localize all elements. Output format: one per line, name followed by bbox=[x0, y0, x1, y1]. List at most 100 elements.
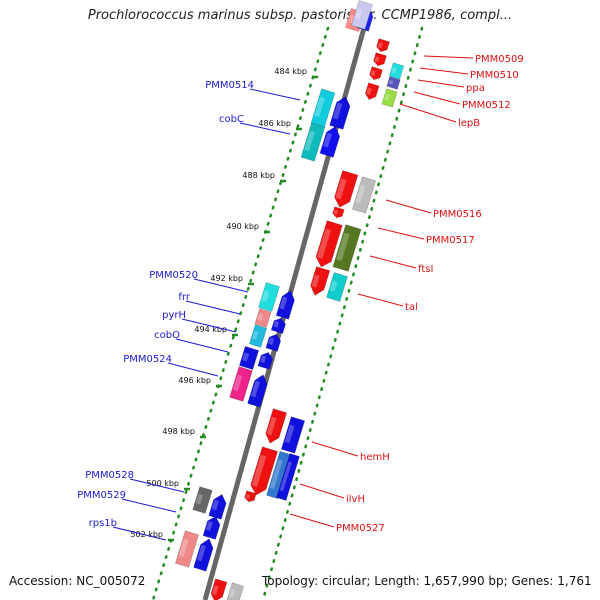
gene-block bbox=[300, 122, 326, 162]
gene-block bbox=[386, 76, 401, 90]
gene-block bbox=[247, 374, 268, 408]
gene-block bbox=[254, 308, 272, 328]
scale-tick-label: 484 kbp bbox=[274, 67, 307, 76]
gene-block bbox=[174, 530, 200, 568]
scale-tick-label: 498 kbp bbox=[162, 427, 195, 436]
right-gene-label: PMM0516 bbox=[433, 209, 482, 220]
scale-tick-label: 488 kbp bbox=[242, 171, 275, 180]
scale-tick-label: 490 kbp bbox=[226, 222, 259, 231]
gene-block bbox=[276, 453, 300, 501]
gene-block bbox=[202, 516, 221, 540]
left-label-leader bbox=[185, 300, 241, 315]
left-label-leader bbox=[249, 88, 301, 101]
gene-block bbox=[239, 346, 259, 370]
right-label-leader bbox=[385, 199, 432, 214]
right-gene-label: PMM0512 bbox=[462, 100, 511, 111]
right-gene-label: PMM0510 bbox=[470, 70, 519, 81]
left-label-leader bbox=[239, 122, 291, 135]
right-gene-label: ppa bbox=[466, 83, 485, 94]
scale-tick-label: 494 kbp bbox=[194, 325, 227, 334]
gene-block bbox=[257, 351, 274, 370]
left-label-leader bbox=[167, 362, 219, 377]
gene-block bbox=[244, 490, 257, 503]
right-label-leader bbox=[299, 483, 345, 499]
scale-tick-label: 496 kbp bbox=[178, 376, 211, 385]
left-gene-label: frr bbox=[178, 292, 190, 303]
gene-block bbox=[248, 324, 268, 348]
left-label-leader bbox=[129, 478, 185, 493]
scale-tick-label: 492 kbp bbox=[210, 274, 243, 283]
gene-block bbox=[334, 170, 359, 208]
scale-tick-label: 502 kbp bbox=[130, 530, 163, 539]
left-gene-label: rps1b bbox=[89, 518, 117, 529]
left-gene-label: PMM0528 bbox=[85, 470, 134, 481]
right-label-leader bbox=[413, 91, 461, 105]
gene-block bbox=[329, 96, 351, 130]
gene-block bbox=[258, 282, 280, 312]
left-label-leader bbox=[193, 278, 249, 293]
gene-block bbox=[369, 66, 383, 81]
right-label-leader bbox=[369, 255, 417, 269]
right-gene-label: PMM0517 bbox=[426, 235, 475, 246]
right-gene-label: lepB bbox=[458, 118, 480, 129]
genome-summary-text: Topology: circular; Length: 1,657,990 bp… bbox=[262, 574, 592, 588]
gene-block bbox=[208, 494, 227, 520]
right-gene-label: ftsI bbox=[418, 264, 433, 275]
left-gene-label: PMM0524 bbox=[123, 354, 172, 365]
right-gene-label: PMM0527 bbox=[336, 523, 385, 534]
left-gene-label: pyrH bbox=[162, 310, 186, 321]
gene-block bbox=[265, 408, 288, 444]
gene-block bbox=[332, 206, 345, 219]
left-label-leader bbox=[121, 498, 177, 513]
gene-block bbox=[381, 88, 398, 108]
gene-block bbox=[193, 538, 214, 572]
right-label-leader bbox=[377, 227, 425, 240]
genome-title: Prochlorococcus marinus subsp. pastoris … bbox=[87, 8, 513, 23]
gene-block bbox=[280, 416, 306, 454]
right-gene-label: hemH bbox=[360, 452, 390, 463]
right-label-leader bbox=[399, 103, 457, 123]
left-gene-label: cobC bbox=[219, 114, 244, 125]
gene-block bbox=[319, 126, 341, 158]
gene-block bbox=[225, 582, 245, 600]
gene-block bbox=[275, 290, 295, 320]
left-label-leader bbox=[181, 318, 237, 333]
gene-block bbox=[270, 317, 286, 334]
right-label-leader bbox=[311, 441, 359, 457]
gene-block bbox=[310, 266, 331, 296]
gene-block bbox=[326, 272, 348, 302]
scale-dotted-line bbox=[261, 26, 424, 600]
right-label-leader bbox=[357, 293, 404, 307]
scale-tick-label: 500 kbp bbox=[146, 479, 179, 488]
left-label-leader bbox=[112, 526, 167, 541]
scale-tick-label: 486 kbp bbox=[258, 119, 291, 128]
right-label-leader bbox=[419, 67, 469, 75]
gene-block bbox=[376, 38, 390, 53]
left-gene-label: PMM0520 bbox=[149, 270, 198, 281]
gene-block bbox=[351, 0, 373, 30]
right-gene-label: tal bbox=[405, 302, 418, 313]
gene-block bbox=[229, 366, 253, 402]
gene-block bbox=[192, 486, 213, 514]
gene-block bbox=[388, 62, 405, 80]
left-gene-label: PMM0529 bbox=[77, 490, 126, 501]
right-label-leader bbox=[423, 55, 474, 59]
left-gene-label: cobO bbox=[154, 330, 180, 341]
gene-block bbox=[265, 333, 282, 352]
accession-text: Accession: NC_005072 bbox=[9, 574, 146, 588]
gene-block bbox=[351, 176, 377, 214]
gene-block bbox=[373, 52, 387, 67]
gene-block bbox=[250, 446, 279, 496]
right-gene-label: PMM0509 bbox=[475, 54, 524, 65]
gene-block bbox=[210, 578, 228, 600]
right-gene-label: ilvH bbox=[346, 494, 365, 505]
left-gene-label: PMM0514 bbox=[205, 80, 254, 91]
gene-block bbox=[332, 224, 362, 272]
scale-dotted-line bbox=[151, 26, 330, 600]
gene-block bbox=[266, 450, 292, 500]
gene-block bbox=[315, 220, 343, 268]
right-label-leader bbox=[417, 79, 465, 88]
right-label-leader bbox=[289, 513, 335, 528]
left-label-leader bbox=[175, 338, 229, 353]
